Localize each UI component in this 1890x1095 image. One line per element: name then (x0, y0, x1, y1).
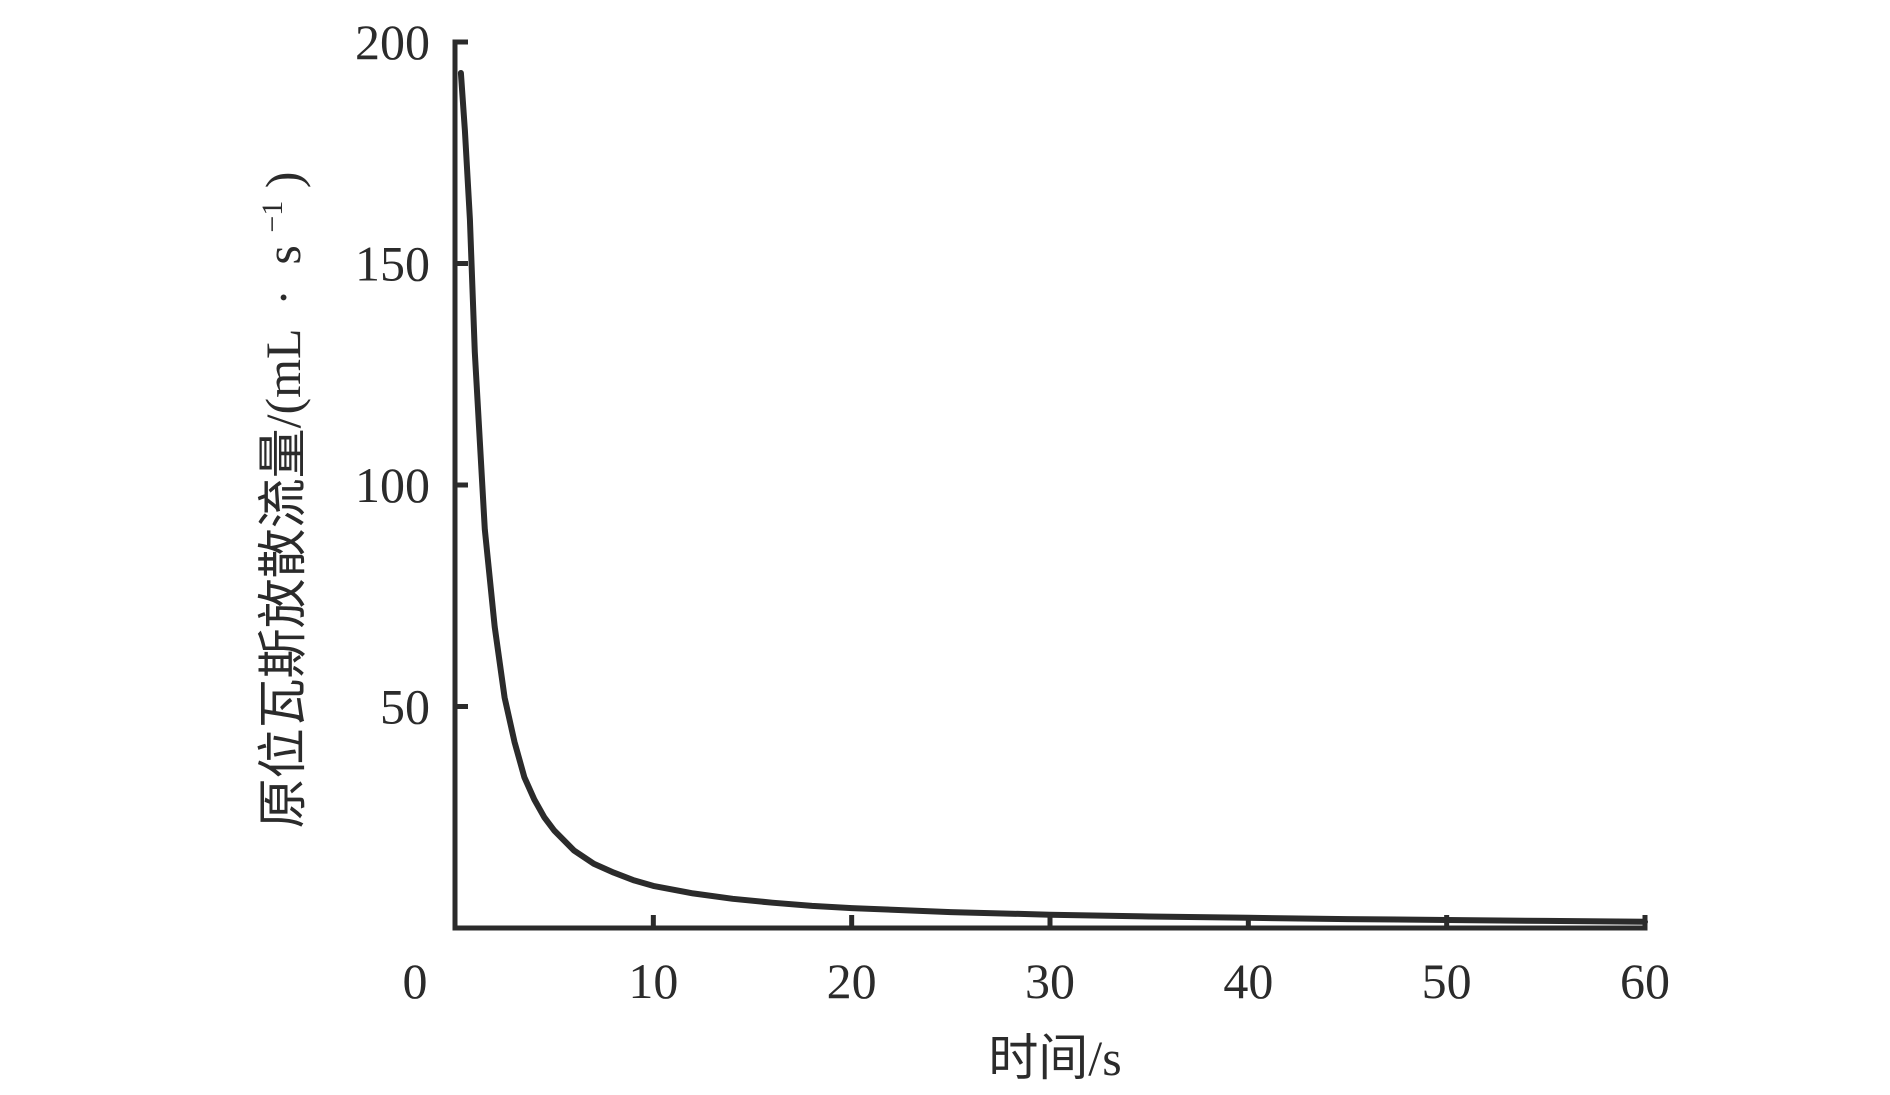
y-tick-label: 100 (355, 457, 430, 513)
y-axis-title-unit: s (255, 245, 311, 264)
tick-labels-layer: 0 10 20 30 40 50 60 50 100 150 200 (355, 14, 1670, 1009)
y-tick-label: 50 (380, 679, 430, 735)
tick-marks-layer (455, 42, 1645, 928)
axes-layer (455, 42, 1645, 928)
y-axis-title: 原位瓦斯放散流量/(mL · s −1 ) (237, 172, 311, 829)
x-tick-label: 10 (628, 953, 678, 1009)
x-tick-label: 40 (1223, 953, 1273, 1009)
x-tick-label: 50 (1422, 953, 1472, 1009)
y-tick-label: 150 (355, 236, 430, 292)
y-axis-title-main: 原位瓦斯放散流量/(mL (255, 330, 311, 828)
y-tick-label: 200 (355, 14, 430, 70)
y-axis-title-dot: · (255, 289, 311, 306)
y-axis-title-close: ) (255, 172, 311, 189)
x-tick-label: 60 (1620, 953, 1670, 1009)
x-tick-label: 30 (1025, 953, 1075, 1009)
y-axis-title-exponent: −1 (256, 201, 289, 233)
series-line-0 (461, 73, 1645, 922)
x-tick-label: 20 (827, 953, 877, 1009)
x-axis-title: 时间/s (988, 1030, 1121, 1086)
series-layer (461, 73, 1645, 922)
x-tick-label: 0 (403, 953, 428, 1009)
